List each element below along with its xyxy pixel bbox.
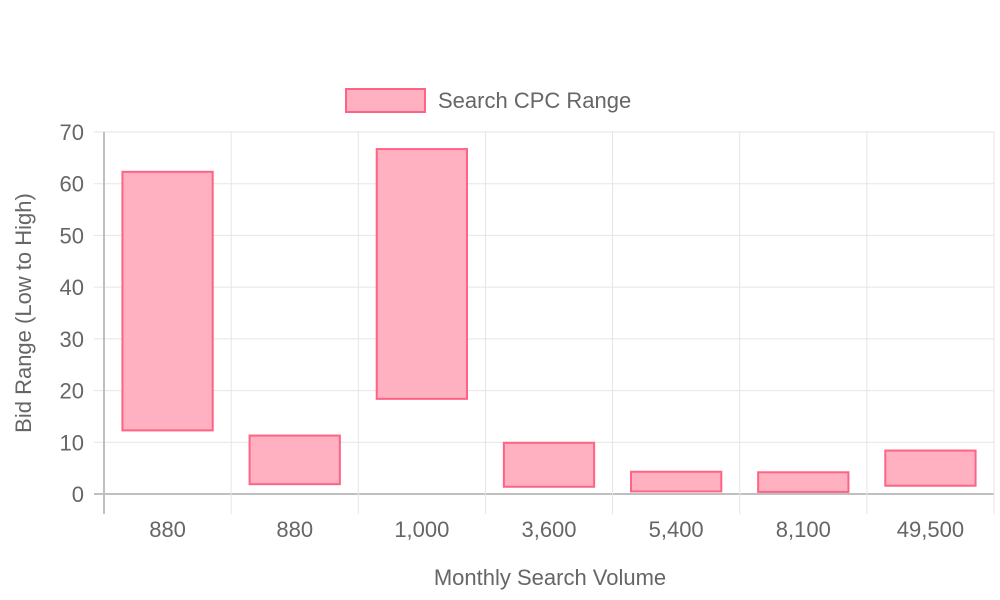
x-tick-label: 49,500 (897, 517, 964, 542)
cpc-range-bar[interactable] (630, 470, 723, 493)
legend-label: Search CPC Range (438, 88, 631, 113)
cpc-range-bar[interactable] (884, 449, 977, 487)
grid (94, 131, 995, 514)
y-tick-label: 30 (60, 327, 84, 352)
y-tick-label: 70 (60, 120, 84, 145)
cpc-range-bar[interactable] (502, 441, 596, 488)
cpc-range-bar[interactable] (121, 170, 214, 432)
x-tick-label: 8,100 (776, 517, 831, 542)
x-tick-label: 3,600 (521, 517, 576, 542)
x-tick-label: 880 (276, 517, 313, 542)
x-axis-title: Monthly Search Volume (434, 565, 666, 590)
y-axis-title: Bid Range (Low to High) (11, 193, 36, 433)
y-tick-label: 50 (60, 223, 84, 248)
bars (121, 148, 977, 493)
legend[interactable]: Search CPC Range (345, 88, 631, 113)
x-tick-label: 1,000 (394, 517, 449, 542)
legend-swatch (345, 88, 426, 113)
y-tick-label: 0 (72, 482, 84, 507)
y-axis-ticks: 0 10 20 30 40 50 60 70 (60, 120, 84, 507)
x-tick-label: 5,400 (649, 517, 704, 542)
cpc-range-bar[interactable] (248, 434, 341, 486)
y-tick-label: 60 (60, 172, 84, 197)
y-tick-label: 20 (60, 379, 84, 404)
cpc-range-bar[interactable] (375, 148, 468, 400)
x-tick-label: 880 (149, 517, 186, 542)
y-tick-label: 40 (60, 275, 84, 300)
x-axis-ticks: 880 880 1,000 3,600 5,400 8,100 49,500 (149, 517, 964, 542)
y-tick-label: 10 (60, 430, 84, 455)
cpc-range-bar[interactable] (757, 471, 850, 493)
